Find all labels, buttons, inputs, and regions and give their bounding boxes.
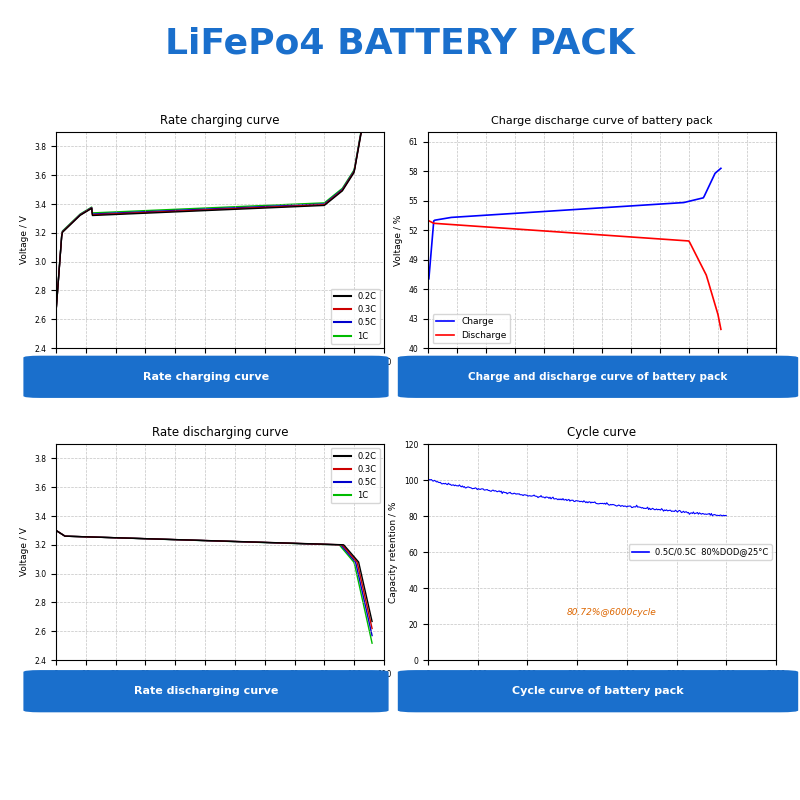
Charge <box>424 274 434 283</box>
Y-axis label: Capacity retention / %: Capacity retention / % <box>390 502 398 602</box>
Discharge <box>424 216 434 226</box>
Title: Charge discharge curve of battery pack: Charge discharge curve of battery pack <box>491 116 713 126</box>
Discharge <box>425 217 434 226</box>
Charge <box>598 203 607 213</box>
Text: 80.72%@6000cycle: 80.72%@6000cycle <box>567 608 657 617</box>
Y-axis label: Voltage / %: Voltage / % <box>394 214 403 266</box>
Charge <box>425 262 434 272</box>
Text: Rate discharging curve: Rate discharging curve <box>134 686 278 696</box>
Charge <box>597 203 606 213</box>
Y-axis label: Voltage / V: Voltage / V <box>19 215 29 265</box>
X-axis label: Capacity percent / %: Capacity percent / % <box>173 684 267 694</box>
FancyBboxPatch shape <box>398 670 798 712</box>
FancyBboxPatch shape <box>23 670 389 712</box>
FancyBboxPatch shape <box>23 356 389 398</box>
Discharge <box>689 245 698 254</box>
Line: Charge: Charge <box>429 168 721 278</box>
X-axis label: Capacity percent / %: Capacity percent / % <box>554 372 650 382</box>
Legend: 0.2C, 0.3C, 0.5C, 1C: 0.2C, 0.3C, 0.5C, 1C <box>330 448 380 503</box>
Charge <box>689 195 698 205</box>
Charge <box>670 198 680 208</box>
Charge <box>716 163 726 173</box>
Text: Rate charging curve: Rate charging curve <box>143 372 269 382</box>
Legend: 0.5C/0.5C  80%DOD@25°C: 0.5C/0.5C 80%DOD@25°C <box>629 544 772 560</box>
Discharge <box>603 230 613 240</box>
Text: LiFePo4 BATTERY PACK: LiFePo4 BATTERY PACK <box>165 27 635 61</box>
Text: performance curve: performance curve <box>274 66 526 90</box>
Y-axis label: Voltage / V: Voltage / V <box>19 527 29 577</box>
Title: Rate charging curve: Rate charging curve <box>160 114 280 126</box>
Title: Rate discharging curve: Rate discharging curve <box>152 426 288 438</box>
Line: Discharge: Discharge <box>429 221 721 330</box>
Discharge <box>716 325 726 334</box>
Legend: Charge, Discharge: Charge, Discharge <box>433 314 510 343</box>
Legend: 0.2C, 0.3C, 0.5C, 1C: 0.2C, 0.3C, 0.5C, 1C <box>330 289 380 344</box>
X-axis label: Capacity percent / %: Capacity percent / % <box>173 372 267 382</box>
Discharge <box>597 230 606 240</box>
Text: Charge and discharge curve of battery pack: Charge and discharge curve of battery pa… <box>468 372 728 382</box>
Charge <box>603 202 613 212</box>
X-axis label: Cycle / number: Cycle / number <box>567 684 637 694</box>
Discharge <box>670 235 680 245</box>
Discharge <box>598 230 607 240</box>
Text: Cycle curve of battery pack: Cycle curve of battery pack <box>512 686 684 696</box>
Title: Cycle curve: Cycle curve <box>567 426 637 438</box>
FancyBboxPatch shape <box>398 356 798 398</box>
